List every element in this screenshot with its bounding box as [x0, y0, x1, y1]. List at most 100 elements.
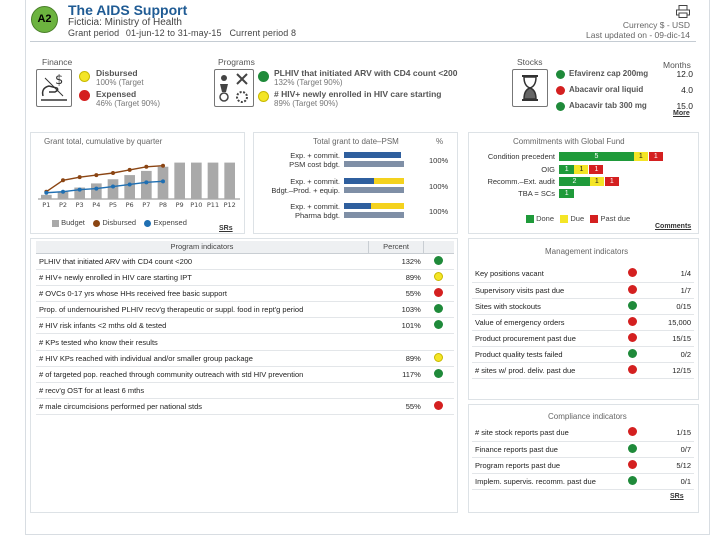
program-indicator-row[interactable]: # KPs tested who know their results — [36, 333, 454, 351]
commitment-done-bar: 5 — [559, 152, 634, 161]
program-indicator-row[interactable]: # OVCs 0-17 yrs whose HHs received free … — [36, 285, 454, 303]
psm-row-label-1: Exp. + commit. — [290, 202, 340, 211]
budget-bar — [207, 162, 219, 199]
indicator-value: 1/7 — [642, 282, 694, 299]
disbursed-title: Disbursed — [96, 68, 138, 78]
psm-bar-budget — [344, 212, 404, 218]
commitment-row[interactable]: OIG 1 1 1 — [470, 165, 695, 176]
budget-bar — [141, 170, 152, 199]
management-row[interactable]: # sites w/ prod. deliv. past due 12/15 — [472, 362, 694, 379]
program-kpi1-sub: 132% (Target 90%) — [274, 78, 343, 87]
program-indicator-row[interactable]: PLHIV that initiated ARV with CD4 count … — [36, 253, 454, 270]
indicator-name: # sites w/ prod. deliv. past due — [472, 362, 622, 379]
stocks-more-link[interactable]: More — [673, 110, 690, 117]
management-row[interactable]: Value of emergency orders 15,000 — [472, 314, 694, 331]
green-status-icon — [627, 443, 637, 453]
indicator-value: 0/1 — [642, 473, 694, 490]
commitment-label: TBA = SCs — [518, 189, 555, 198]
indicator-status — [423, 382, 454, 400]
expensed-kpi[interactable]: Expensed 46% (Target 90%) — [96, 89, 160, 109]
kpi-panel — [30, 50, 700, 122]
commitment-row[interactable]: Recomm.–Ext. audit 2 1 1 — [470, 177, 695, 188]
legend-budget: Budget — [61, 218, 85, 227]
stock-row[interactable]: Abacavir oral liquid 4.0 — [553, 84, 693, 100]
program-kpi1[interactable]: PLHIV that initiated ARV with CD4 count … — [274, 68, 458, 88]
stock-row[interactable]: Efavirenz cap 200mg 12.0 — [553, 68, 693, 84]
indicator-name: PLHIV that initiated ARV with CD4 count … — [36, 253, 369, 270]
psm-row-label-2: PSM cost bdgt. — [289, 160, 340, 169]
red-status-icon — [627, 284, 637, 294]
program-indicator-row[interactable]: # of targeted pop. reached through commu… — [36, 366, 454, 384]
commitment-row[interactable]: Condition precedent 5 1 1 — [470, 152, 695, 163]
comments-link[interactable]: Comments — [655, 223, 692, 230]
program-indicator-row[interactable]: Prop. of undernourished PLHIV recv'g the… — [36, 301, 454, 319]
program-indicator-row[interactable]: # HIV KPs reached with individual and/or… — [36, 350, 454, 367]
psm-row[interactable]: Exp. + commit. PSM cost bdgt. 100% — [256, 151, 456, 173]
indicator-percent: 132% — [368, 253, 424, 270]
stocks-icon-box[interactable] — [512, 69, 548, 107]
grant-chart: P1 P2 P3 P4 P5 P6 P7 P8 P9 P10 P11 P12 — [38, 162, 240, 209]
green-status-icon — [627, 300, 637, 310]
x-tick-label: P6 — [126, 201, 134, 209]
commitment-past-bar: 1 — [648, 152, 663, 161]
commitment-due-bar: 1 — [633, 152, 648, 161]
expensed-sub: 46% (Target 90%) — [96, 99, 161, 108]
psm-row[interactable]: Exp. + commit. Pharma bdgt. 100% — [256, 202, 456, 224]
indicator-name: # site stock reports past due — [472, 425, 622, 442]
months-label: Months — [663, 60, 691, 70]
stock-name: Abacavir tab 300 mg — [569, 101, 647, 110]
management-row[interactable]: Key positions vacant 1/4 — [472, 266, 694, 283]
compliance-row[interactable]: Finance reports past due 0/7 — [472, 441, 694, 458]
grant-badge: A2 — [31, 6, 58, 33]
dashboard-frame — [25, 0, 710, 535]
red-status-icon — [627, 268, 637, 278]
stock-months: 15.0 — [676, 101, 693, 111]
psm-row[interactable]: Exp. + commit. Bdgt.–Prod. + equip. 100% — [256, 177, 456, 199]
psm-bar-budget — [344, 187, 404, 193]
compliance-srs-link[interactable]: SRs — [670, 493, 684, 500]
compliance-row[interactable]: Program reports past due 5/12 — [472, 457, 694, 474]
finance-icon-box[interactable]: $ — [36, 69, 72, 107]
expensed-status — [79, 90, 90, 101]
program-indicator-row[interactable]: # recv'g OST for at least 6 mths — [36, 382, 454, 400]
disbursed-kpi[interactable]: Disbursed 100% (Target — [96, 68, 144, 88]
indicator-status — [622, 314, 642, 331]
grant-period: Grant period 01-jun-12 to 31-may-15 Curr… — [68, 28, 296, 38]
compliance-row[interactable]: # site stock reports past due 1/15 — [472, 425, 694, 442]
indicator-status — [622, 330, 642, 347]
x-tick-label: P1 — [42, 201, 50, 209]
psm-row-label-1: Exp. + commit. — [290, 177, 340, 186]
x-tick-label: P9 — [176, 201, 184, 209]
management-row[interactable]: Sites with stockouts 0/15 — [472, 298, 694, 315]
program-indicator-row[interactable]: # HIV+ newly enrolled in HIV care starti… — [36, 269, 454, 286]
grant-srs-link[interactable]: SRs — [219, 225, 233, 232]
psm-bar-exp — [344, 178, 404, 184]
management-row[interactable]: Supervisory visits past due 1/7 — [472, 282, 694, 299]
legend-expensed: Expensed — [153, 218, 187, 227]
program-kpi2[interactable]: # HIV+ newly enrolled in HIV care starti… — [274, 89, 441, 109]
disbursed-sub: 100% (Target — [96, 78, 144, 87]
management-row[interactable]: Product procurement past due 15/15 — [472, 330, 694, 347]
management-title: Management indicators — [545, 247, 629, 256]
stock-row[interactable]: Abacavir tab 300 mg 15.0 — [553, 100, 693, 116]
grant-end: 31-may-15 — [177, 28, 222, 38]
program-indicator-row[interactable]: # male circumcisions performed per natio… — [36, 398, 454, 416]
management-row[interactable]: Product quality tests failed 0/2 — [472, 346, 694, 363]
finance-label: Finance — [42, 57, 73, 67]
budget-bar — [57, 191, 69, 199]
x-tick-label: P12 — [224, 201, 236, 209]
indicator-percent: 103% — [368, 301, 424, 319]
print-icon[interactable] — [676, 5, 690, 18]
grant-chart-legend: Budget Disbursed Expensed — [52, 218, 187, 227]
x-tick-label: P3 — [76, 201, 84, 209]
svg-text:$: $ — [55, 73, 63, 88]
indicator-percent: 117% — [368, 366, 424, 384]
program-indicator-row[interactable]: # HIV risk infants <2 mths old & tested 1… — [36, 317, 454, 335]
compliance-row[interactable]: Implem. supervis. recomm. past due 0/1 — [472, 473, 694, 490]
legend-disbursed: Disbursed — [102, 218, 137, 227]
green-status-icon — [627, 475, 637, 485]
programs-icon-box[interactable] — [214, 69, 254, 107]
hourglass-icon — [522, 75, 538, 101]
commitment-row[interactable]: TBA = SCs 1 — [470, 189, 695, 200]
finance-icon: $ — [41, 73, 67, 101]
